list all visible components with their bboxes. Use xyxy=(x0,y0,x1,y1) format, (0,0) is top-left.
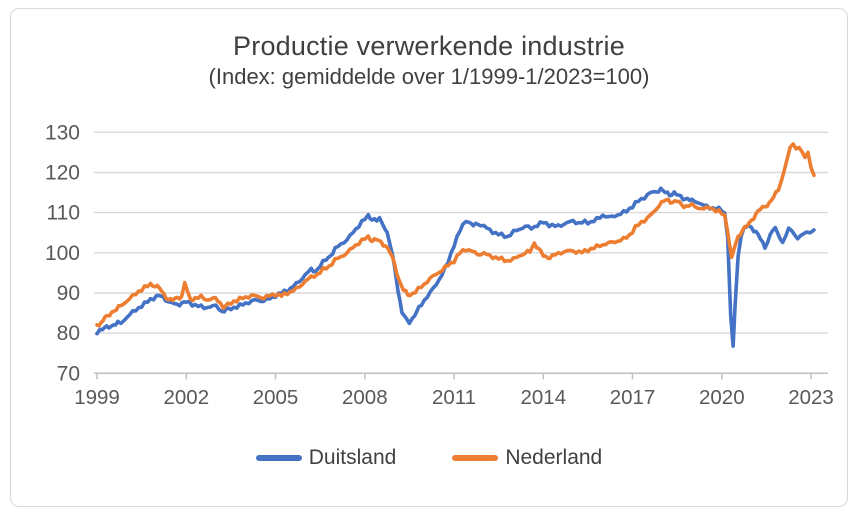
chart-legend: Duitsland Nederland xyxy=(0,446,858,470)
x-axis-tick-label: 2011 xyxy=(432,386,476,409)
legend-item-nederland: Nederland xyxy=(452,446,602,470)
y-axis-tick-label: 100 xyxy=(45,242,80,265)
chart-title: Productie verwerkende industrie xyxy=(233,31,625,61)
x-axis-tick-label: 2005 xyxy=(253,386,299,409)
x-axis-tick-label: 2020 xyxy=(699,386,745,409)
legend-label-duitsland: Duitsland xyxy=(308,446,397,469)
legend-label-nederland: Nederland xyxy=(505,446,603,469)
chart-border xyxy=(10,8,848,507)
x-axis-tick-label: 2023 xyxy=(788,386,834,409)
y-axis-tick-label: 80 xyxy=(57,322,80,345)
series-line-nederland xyxy=(95,142,816,328)
y-axis-tick-label: 110 xyxy=(47,202,80,225)
x-axis-tick-label: 1999 xyxy=(74,386,120,409)
chart-subtitle: (Index: gemiddelde over 1/1999-1/2023=10… xyxy=(208,64,650,89)
y-axis-tick-label: 120 xyxy=(45,162,80,185)
series-line-duitsland xyxy=(95,186,816,348)
nederland-line-swatch-icon xyxy=(452,455,499,461)
x-axis-tick-label: 2008 xyxy=(342,386,388,409)
duitsland-line-swatch-icon xyxy=(255,455,302,461)
legend-item-duitsland: Duitsland xyxy=(255,446,397,470)
x-axis-tick-label: 2017 xyxy=(610,386,656,409)
x-axis-tick-label: 2014 xyxy=(520,386,566,409)
y-axis-tick-label: 90 xyxy=(57,282,80,305)
x-axis-tick-label: 2002 xyxy=(163,386,209,409)
y-axis-tick-label: 130 xyxy=(45,121,80,144)
y-axis-tick-label: 70 xyxy=(57,362,80,385)
